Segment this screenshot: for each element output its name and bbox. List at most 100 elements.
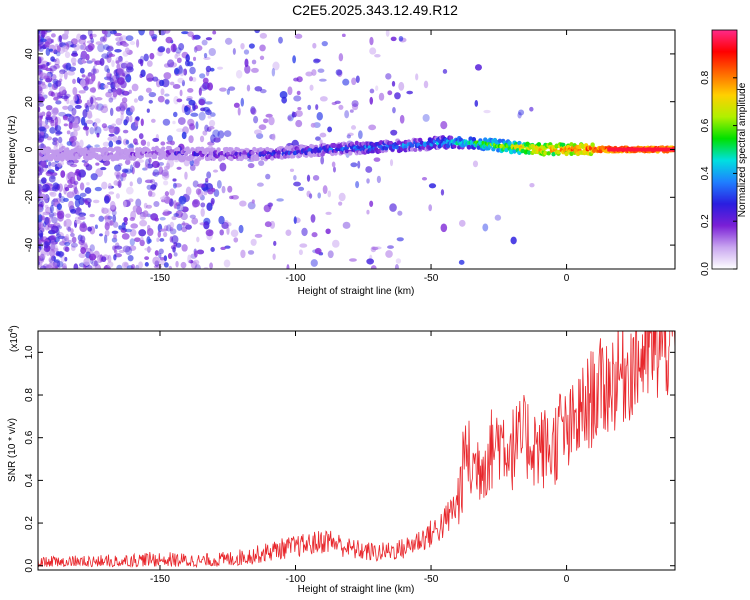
spectrogram-y-tick-label: 20 <box>24 96 35 108</box>
spectrogram-speckle <box>53 198 57 204</box>
spectrogram-speckle <box>37 57 42 64</box>
spectrogram-speckle <box>64 28 69 36</box>
spectrogram-speckle <box>298 187 304 191</box>
spectrogram-speckle <box>60 170 65 178</box>
spectrogram-speckle <box>100 106 108 114</box>
spectrogram-speckle <box>130 223 138 228</box>
spectrogram-speckle <box>182 132 187 139</box>
spectrogram-speckle <box>199 222 206 225</box>
colorbar-tick-label: 0.6 <box>700 118 711 132</box>
spectrogram-speckle <box>343 222 351 229</box>
spectrogram-speckle <box>91 260 98 266</box>
spectrogram-speckle <box>110 108 113 116</box>
spectrogram-speckle <box>90 38 94 43</box>
spectrogram-speckle <box>317 112 323 120</box>
spectrogram-speckle <box>475 100 479 107</box>
spectrogram-speckle <box>38 127 45 132</box>
spectrogram-speckle <box>123 217 128 222</box>
spectrogram-speckle <box>200 136 204 143</box>
spectrogram-speckle <box>390 159 393 166</box>
spectrogram-speckle <box>143 210 149 217</box>
spectrogram-speckle <box>366 210 369 215</box>
spectrogram-speckle <box>312 43 316 49</box>
spectrogram-ridge-cell <box>413 148 417 152</box>
spectrogram-speckle <box>72 79 76 84</box>
spectrogram-speckle <box>72 51 77 55</box>
spectrogram-speckle <box>130 164 133 173</box>
spectrogram-speckle <box>251 108 257 115</box>
spectrogram-speckle <box>190 109 193 112</box>
spectrogram-speckle <box>397 237 404 241</box>
spectrogram-speckle <box>187 88 193 93</box>
snr-x-label: Height of straight line (km) <box>298 584 415 595</box>
spectrogram-speckle <box>219 229 224 235</box>
spectrogram-ridge-cell <box>176 147 180 151</box>
spectrogram-speckle <box>185 54 189 62</box>
spectrogram-speckle <box>53 107 59 113</box>
spectrogram-speckle <box>191 35 195 41</box>
spectrogram-speckle <box>100 167 106 170</box>
spectrogram-speckle <box>315 248 322 254</box>
spectrogram-speckle <box>125 116 129 123</box>
spectrogram-speckle <box>148 239 152 243</box>
spectrogram-speckle <box>176 167 181 170</box>
spectrogram-speckle <box>459 220 466 227</box>
spectrogram-speckle <box>153 169 159 177</box>
spectrogram-speckle <box>95 225 98 229</box>
spectrogram-speckle <box>126 35 134 41</box>
spectrogram-speckle <box>174 183 182 187</box>
spectrogram-speckle <box>332 240 340 248</box>
spectrogram-speckle <box>105 222 110 230</box>
spectrogram-speckle <box>50 56 55 61</box>
spectrogram-speckle <box>350 162 357 167</box>
spectrogram-speckle <box>349 258 357 261</box>
spectrogram-speckle <box>190 215 196 219</box>
spectrogram-speckle <box>351 78 356 86</box>
spectrogram-speckle <box>147 60 153 67</box>
spectrogram-speckle <box>42 184 50 191</box>
spectrogram-speckle <box>293 78 299 82</box>
spectrogram-speckle <box>286 264 289 272</box>
spectrogram-speckle <box>141 139 146 145</box>
spectrogram-speckle <box>389 203 397 212</box>
spectrogram-speckle <box>62 45 68 52</box>
spectrogram-speckle <box>290 169 294 172</box>
spectrogram-speckle <box>258 160 264 166</box>
spectrogram-speckle <box>287 86 292 95</box>
spectrogram-speckle <box>50 65 57 71</box>
spectrogram-speckle <box>67 191 75 198</box>
spectrogram-speckle <box>287 116 291 120</box>
spectrogram-speckle <box>114 49 122 53</box>
spectrogram-speckle <box>94 118 100 124</box>
spectrogram-speckle <box>181 244 187 251</box>
spectrogram-speckle <box>292 55 296 63</box>
spectrogram-speckle <box>204 125 209 132</box>
spectrogram-speckle <box>107 261 114 267</box>
spectrogram-speckle <box>209 48 216 56</box>
spectrogram-speckle <box>166 162 170 169</box>
spectrogram-speckle <box>75 220 81 224</box>
spectrogram-speckle <box>233 237 238 242</box>
spectrogram-speckle <box>177 57 182 63</box>
spectrogram-speckle <box>64 257 67 262</box>
spectrogram-speckle <box>83 126 89 130</box>
spectrogram-speckle <box>50 121 54 127</box>
spectrogram-speckle <box>57 203 62 210</box>
spectrogram-speckle <box>151 119 156 123</box>
spectrogram-speckle <box>204 191 208 195</box>
spectrogram-speckle <box>64 242 70 246</box>
spectrogram-speckle <box>146 205 152 209</box>
spectrogram-speckle <box>87 113 93 118</box>
spectrogram-speckle <box>244 65 250 74</box>
spectrogram-speckle <box>160 217 166 221</box>
spectrogram-speckle <box>206 171 211 178</box>
spectrogram-speckle <box>392 81 395 87</box>
spectrogram-speckle <box>347 134 351 138</box>
spectrogram-speckle <box>164 262 169 267</box>
spectrogram-speckle <box>88 202 91 208</box>
spectrogram-speckle <box>241 98 244 107</box>
spectrogram-speckle <box>163 119 170 126</box>
spectrogram-speckle <box>297 107 301 110</box>
spectrogram-speckle <box>332 161 336 167</box>
spectrogram-speckle <box>159 238 164 242</box>
